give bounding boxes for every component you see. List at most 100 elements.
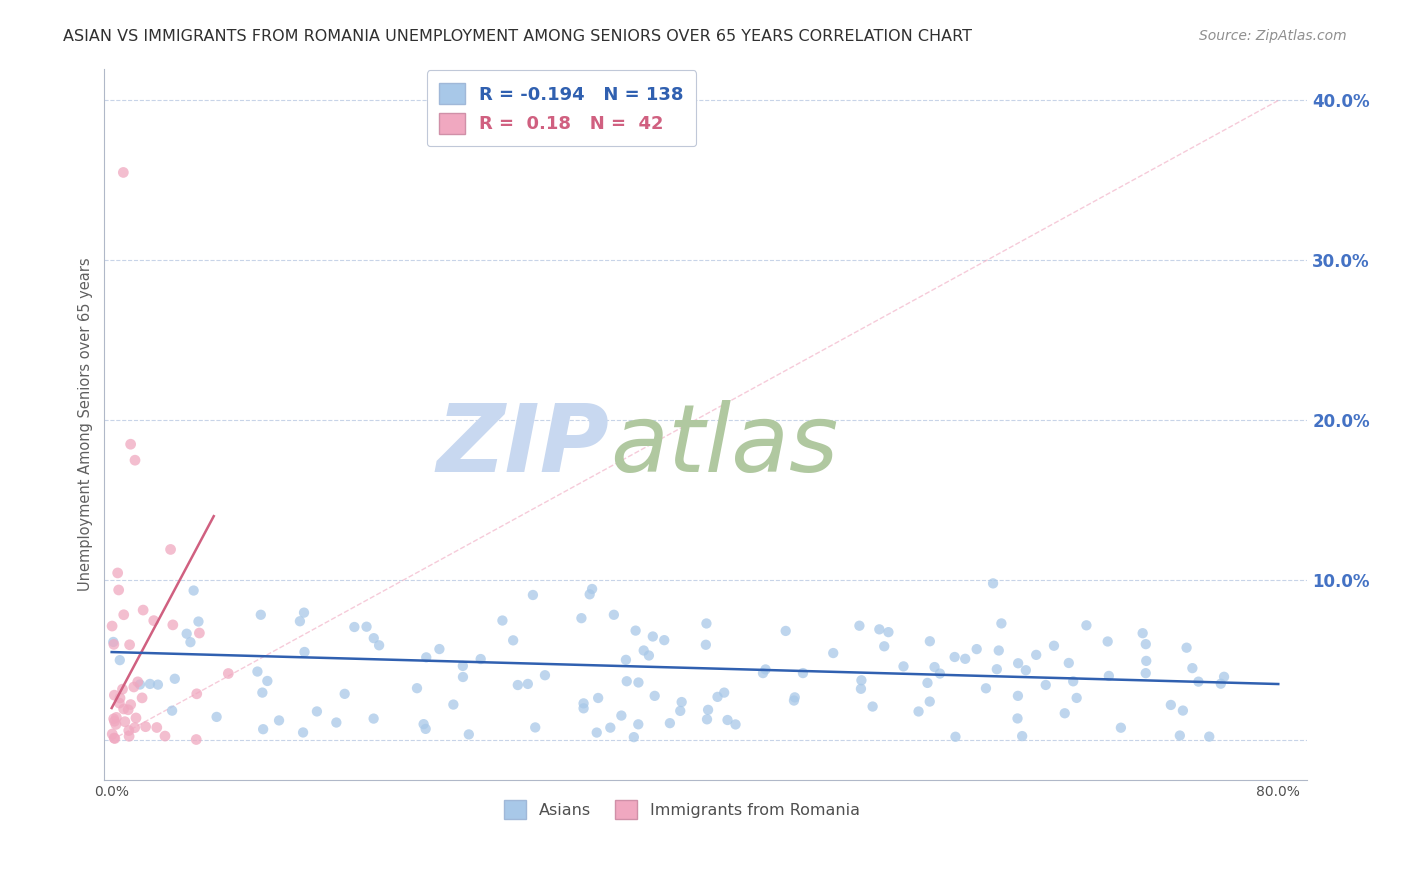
Point <box>146 678 169 692</box>
Point <box>363 631 385 645</box>
Point <box>118 723 141 738</box>
Point <box>943 650 966 665</box>
Point <box>252 685 274 699</box>
Point <box>103 635 125 649</box>
Point <box>139 677 162 691</box>
Point <box>1053 706 1076 721</box>
Point <box>696 712 718 726</box>
Point <box>491 614 513 628</box>
Point <box>135 720 157 734</box>
Point <box>716 713 738 727</box>
Point <box>325 715 347 730</box>
Point <box>695 616 717 631</box>
Point <box>695 638 717 652</box>
Point <box>918 694 941 708</box>
Point <box>343 620 366 634</box>
Point <box>627 717 650 731</box>
Point <box>333 687 356 701</box>
Point <box>179 635 201 649</box>
Text: ASIAN VS IMMIGRANTS FROM ROMANIA UNEMPLOYMENT AMONG SENIORS OVER 65 YEARS CORREL: ASIAN VS IMMIGRANTS FROM ROMANIA UNEMPLO… <box>63 29 973 44</box>
Point <box>107 582 129 597</box>
Point <box>1062 674 1084 689</box>
Point <box>616 674 638 689</box>
Point <box>117 703 139 717</box>
Point <box>188 626 211 640</box>
Point <box>1035 678 1057 692</box>
Point <box>217 666 239 681</box>
Point <box>368 638 391 652</box>
Point <box>1135 654 1157 668</box>
Point <box>524 720 547 734</box>
Point <box>112 165 135 179</box>
Point <box>412 717 434 731</box>
Point <box>131 690 153 705</box>
Point <box>163 672 186 686</box>
Point <box>953 652 976 666</box>
Point <box>1213 670 1236 684</box>
Point <box>610 708 633 723</box>
Point <box>1066 690 1088 705</box>
Point <box>823 646 845 660</box>
Point <box>120 437 142 451</box>
Point <box>176 626 198 640</box>
Point <box>162 618 184 632</box>
Point <box>108 691 131 706</box>
Point <box>159 542 181 557</box>
Point <box>627 675 650 690</box>
Point <box>918 634 941 648</box>
Point <box>451 670 474 684</box>
Point <box>103 714 125 729</box>
Point <box>186 732 208 747</box>
Point <box>1025 648 1047 662</box>
Point <box>104 717 127 731</box>
Point <box>877 625 900 640</box>
Point <box>249 607 271 622</box>
Point <box>724 717 747 731</box>
Point <box>1198 730 1220 744</box>
Point <box>118 729 141 743</box>
Point <box>502 633 524 648</box>
Point <box>974 681 997 696</box>
Point <box>1043 639 1066 653</box>
Legend: Asians, Immigrants from Romania: Asians, Immigrants from Romania <box>498 794 866 825</box>
Point <box>406 681 429 696</box>
Text: ZIP: ZIP <box>437 400 610 491</box>
Point <box>1011 729 1033 743</box>
Point <box>1168 729 1191 743</box>
Point <box>103 637 125 651</box>
Point <box>103 731 125 745</box>
Point <box>603 607 626 622</box>
Point <box>415 722 437 736</box>
Point <box>506 678 529 692</box>
Point <box>652 633 675 648</box>
Point <box>624 624 647 638</box>
Point <box>1209 676 1232 690</box>
Point <box>849 681 872 696</box>
Point <box>516 677 538 691</box>
Point <box>124 453 146 467</box>
Point <box>112 702 135 716</box>
Point <box>103 688 125 702</box>
Point <box>103 712 125 726</box>
Point <box>267 714 290 728</box>
Point <box>1057 656 1080 670</box>
Point <box>118 638 141 652</box>
Point <box>292 606 315 620</box>
Point <box>1132 626 1154 640</box>
Point <box>294 645 316 659</box>
Point <box>120 698 142 712</box>
Point <box>124 721 146 735</box>
Point <box>534 668 557 682</box>
Point <box>101 619 124 633</box>
Point <box>111 682 134 697</box>
Point <box>1098 669 1121 683</box>
Point <box>671 695 693 709</box>
Point <box>928 666 950 681</box>
Point <box>638 648 661 663</box>
Point <box>848 618 870 632</box>
Point <box>585 725 607 739</box>
Point <box>1007 657 1029 671</box>
Point <box>868 623 890 637</box>
Point <box>669 704 692 718</box>
Point <box>1015 663 1038 677</box>
